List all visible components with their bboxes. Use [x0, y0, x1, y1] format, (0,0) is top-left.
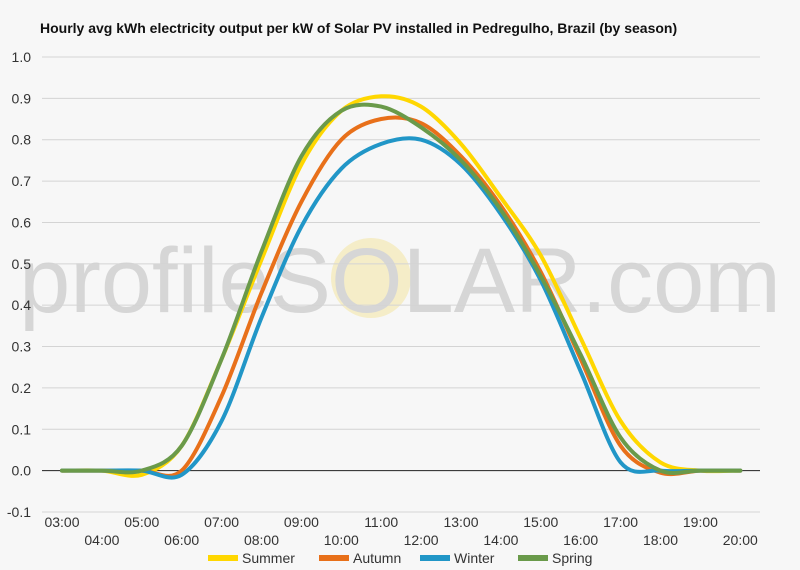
legend-label-summer: Summer	[242, 550, 295, 566]
y-tick-label: 0.8	[12, 132, 32, 148]
legend: Summer Autumn Winter Spring	[208, 550, 592, 566]
x-tick-label: 14:00	[483, 532, 518, 548]
chart-title: Hourly avg kWh electricity output per kW…	[40, 20, 677, 36]
y-tick-label: 0.1	[12, 421, 32, 437]
x-tick-label: 05:00	[124, 514, 159, 530]
legend-label-autumn: Autumn	[353, 550, 401, 566]
x-tick-label: 06:00	[164, 532, 199, 548]
x-tick-label: 12:00	[404, 532, 439, 548]
x-tick-label: 19:00	[683, 514, 718, 530]
watermark-sun	[331, 238, 411, 318]
x-tick-label: 03:00	[44, 514, 79, 530]
legend-label-winter: Winter	[454, 550, 495, 566]
series-line-spring	[60, 102, 743, 475]
x-tick-label: 08:00	[244, 532, 279, 548]
x-axis-ticks: 03:00 04:00 05:00 06:00 07:00 08:00 09:00 10:00…	[44, 514, 758, 548]
legend-label-spring: Spring	[552, 550, 592, 566]
y-tick-label: 1.0	[12, 49, 32, 65]
y-tick-label: 0.6	[12, 214, 32, 230]
x-tick-label: 18:00	[643, 532, 678, 548]
y-tick-label: 0.4	[12, 297, 32, 313]
legend-swatch-autumn	[319, 555, 349, 561]
y-tick-label: 0.0	[12, 463, 32, 479]
x-tick-label: 10:00	[324, 532, 359, 548]
x-tick-label: 16:00	[563, 532, 598, 548]
x-tick-label: 13:00	[443, 514, 478, 530]
y-tick-label: 0.5	[12, 256, 32, 272]
y-tick-label: -0.1	[7, 504, 31, 520]
x-tick-label: 09:00	[284, 514, 319, 530]
y-tick-label: 0.9	[12, 90, 32, 106]
y-tick-label: 0.7	[12, 173, 32, 189]
watermark-text: profileSOLAR.com	[19, 230, 781, 332]
watermark: profileSOLAR.com	[19, 230, 781, 332]
x-tick-label: 15:00	[523, 514, 558, 530]
legend-swatch-winter	[420, 555, 450, 561]
y-tick-label: 0.3	[12, 339, 32, 355]
y-axis-ticks: 1.0 0.9 0.8 0.7 0.6 0.5 0.4 0.3 0.2 0.1 0.0 -0.1	[7, 49, 31, 520]
y-tick-label: 0.2	[12, 380, 32, 396]
series-line-autumn	[60, 115, 743, 478]
x-tick-label: 04:00	[84, 532, 119, 548]
series-line-winter	[60, 136, 743, 480]
x-tick-label: 07:00	[204, 514, 239, 530]
series-lines	[60, 94, 743, 480]
x-tick-label: 17:00	[603, 514, 638, 530]
x-tick-label: 11:00	[364, 514, 398, 530]
legend-swatch-spring	[518, 555, 548, 561]
x-tick-label: 20:00	[723, 532, 758, 548]
legend-swatch-summer	[208, 555, 238, 561]
